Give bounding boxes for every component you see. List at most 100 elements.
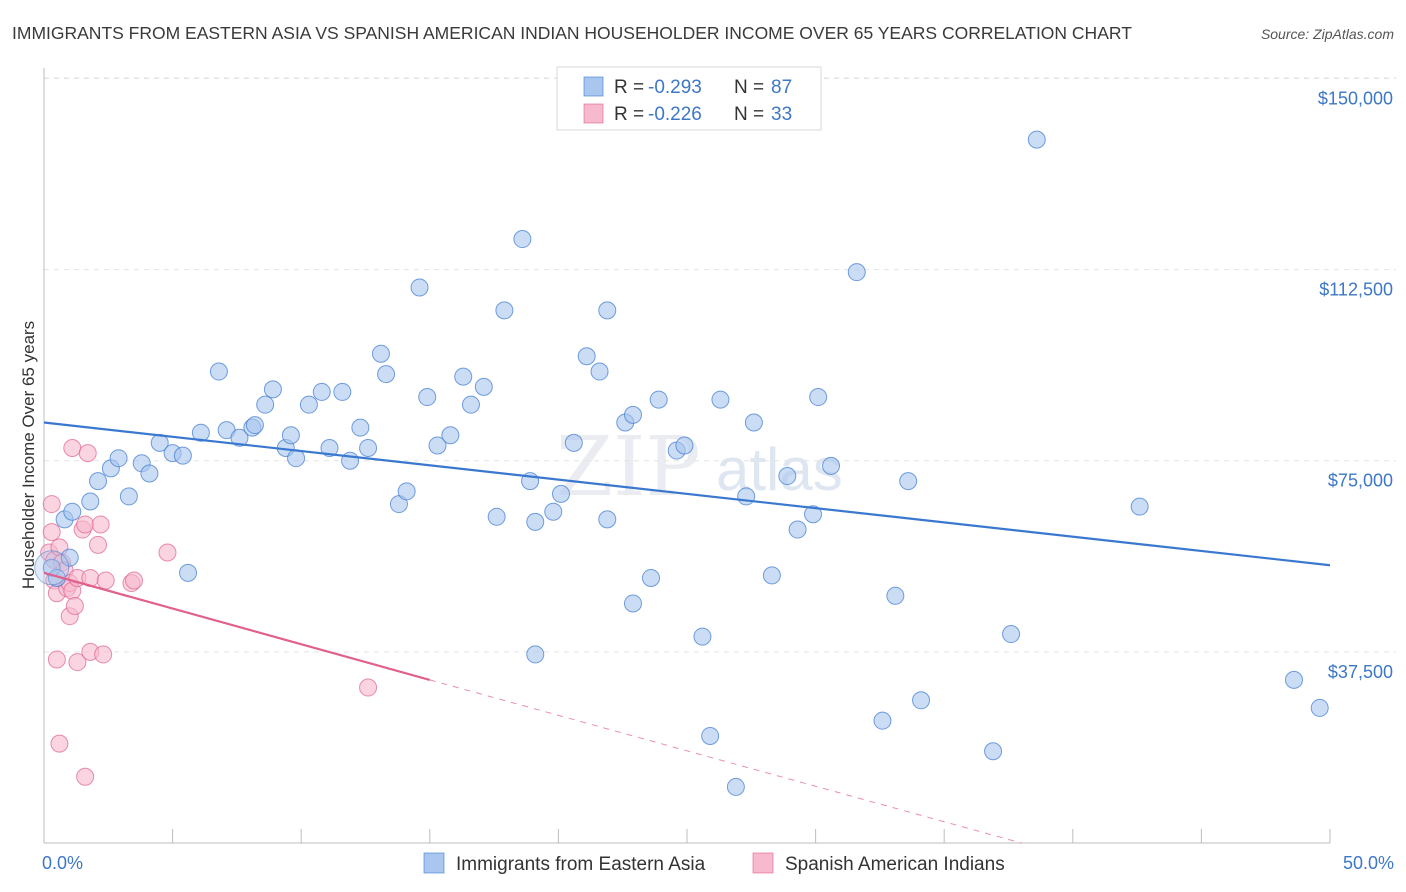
eastern-asia-point xyxy=(641,568,660,587)
eastern-asia-point xyxy=(577,347,596,366)
eastern-asia-point xyxy=(1310,698,1329,717)
legend-r-label-1: R = xyxy=(614,77,644,98)
eastern-asia-point xyxy=(359,439,378,457)
eastern-asia-point xyxy=(737,487,756,506)
eastern-asia-point xyxy=(209,362,228,381)
y-axis-label: Householder Income Over 65 years xyxy=(19,321,38,589)
eastern-asia-point xyxy=(179,563,198,582)
bottom-legend-swatch-blue xyxy=(423,852,445,874)
eastern-asia-point xyxy=(1027,130,1046,149)
eastern-asia-point xyxy=(89,472,108,491)
x-tick-label-max: 50.0% xyxy=(1343,853,1394,873)
spanish-american-indians-point xyxy=(78,444,97,463)
eastern-asia-point xyxy=(899,472,918,491)
spanish-american-indians-point xyxy=(68,653,87,672)
eastern-asia-point xyxy=(526,645,545,664)
eastern-asia-point xyxy=(598,301,617,320)
stats-legend: R = -0.293 N = 87 R = -0.226 N = 33 xyxy=(556,66,822,131)
spanish-american-indians-point xyxy=(359,678,378,697)
trend-line-eastern-asia xyxy=(43,421,1331,567)
y-tick-label: $37,500 xyxy=(1328,662,1393,682)
eastern-asia-point xyxy=(912,691,931,710)
eastern-asia-point xyxy=(623,594,642,613)
eastern-asia-point xyxy=(140,464,159,483)
y-tick-label: $150,000 xyxy=(1318,88,1393,108)
legend-n-value-2: 33 xyxy=(771,104,792,125)
legend-r-value-2: -0.226 xyxy=(648,104,702,125)
legend-swatch-blue xyxy=(583,76,604,97)
eastern-asia-point xyxy=(119,487,138,506)
eastern-asia-point xyxy=(495,301,514,320)
legend-swatch-pink xyxy=(583,103,604,124)
eastern-asia-point xyxy=(320,439,339,457)
eastern-asia-point xyxy=(711,390,730,409)
eastern-asia-point xyxy=(598,510,617,529)
spanish-american-indians-point xyxy=(76,515,95,534)
eastern-asia-point xyxy=(191,423,210,442)
eastern-asia-point xyxy=(551,484,570,503)
eastern-asia-point xyxy=(428,436,447,455)
trend-lines xyxy=(43,421,1331,844)
spanish-american-indians-point xyxy=(42,523,61,542)
trend-line-spanish-american-indians-extrapolated xyxy=(429,679,1022,844)
legend-n-label-2: N = xyxy=(734,104,764,125)
eastern-asia-point xyxy=(513,230,532,249)
spanish-american-indians-point xyxy=(50,734,69,753)
eastern-asia-point xyxy=(474,377,493,396)
eastern-asia-point xyxy=(544,502,563,521)
spanish-american-indians-point xyxy=(89,535,108,554)
eastern-asia-point xyxy=(263,380,282,399)
eastern-asia-point xyxy=(726,777,745,796)
legend-r-label-2: R = xyxy=(614,104,644,125)
eastern-asia-point xyxy=(397,482,416,501)
eastern-asia-point xyxy=(312,382,331,401)
eastern-asia-point xyxy=(788,520,807,539)
eastern-asia-point xyxy=(256,395,275,414)
eastern-asia-point xyxy=(454,367,473,386)
y-tick-label: $75,000 xyxy=(1328,471,1393,491)
eastern-asia-point xyxy=(351,418,370,437)
spanish-american-indians-point xyxy=(47,650,66,669)
watermark-zip: ZIP xyxy=(556,420,701,515)
spanish-american-indians-point xyxy=(125,571,144,590)
gridlines xyxy=(44,77,1396,653)
series-immigrants-from-eastern-asia xyxy=(34,130,1329,796)
eastern-asia-point xyxy=(1130,497,1149,516)
bottom-legend-label-blue: Immigrants from Eastern Asia xyxy=(456,854,706,875)
eastern-asia-point xyxy=(441,426,460,445)
eastern-asia-point xyxy=(762,566,781,585)
eastern-asia-point xyxy=(377,365,396,384)
eastern-asia-point xyxy=(109,449,128,468)
series-legend: Immigrants from Eastern Asia Spanish Ame… xyxy=(423,852,1005,875)
spanish-american-indians-point xyxy=(76,767,95,786)
eastern-asia-point xyxy=(564,433,583,452)
eastern-asia-point xyxy=(809,388,828,407)
eastern-asia-point xyxy=(693,627,712,646)
eastern-asia-point xyxy=(822,456,841,475)
eastern-asia-point xyxy=(701,726,720,745)
eastern-asia-point xyxy=(299,395,318,414)
eastern-asia-point xyxy=(487,507,506,526)
eastern-asia-point xyxy=(778,467,797,486)
legend-n-label-1: N = xyxy=(734,77,764,98)
eastern-asia-cluster-point xyxy=(34,550,70,586)
watermark-atlas: atlas xyxy=(716,436,843,503)
eastern-asia-point xyxy=(410,278,429,297)
spanish-american-indians-point xyxy=(158,543,177,562)
eastern-asia-point xyxy=(873,711,892,730)
eastern-asia-point xyxy=(590,362,609,381)
bottom-legend-swatch-pink xyxy=(752,852,774,874)
x-tick-label-min: 0.0% xyxy=(42,853,83,873)
eastern-asia-point xyxy=(886,586,905,605)
eastern-asia-point xyxy=(1002,625,1021,644)
eastern-asia-point xyxy=(371,344,390,363)
y-tick-label: $112,500 xyxy=(1319,280,1393,300)
chart-source: Source: ZipAtlas.com xyxy=(1261,26,1394,42)
series-spanish-american-indians xyxy=(40,439,378,786)
bottom-legend-label-pink: Spanish American Indians xyxy=(785,854,1005,875)
eastern-asia-point xyxy=(804,505,823,524)
legend-r-value-1: -0.293 xyxy=(648,77,702,98)
spanish-american-indians-point xyxy=(96,571,115,590)
eastern-asia-point xyxy=(675,436,694,455)
